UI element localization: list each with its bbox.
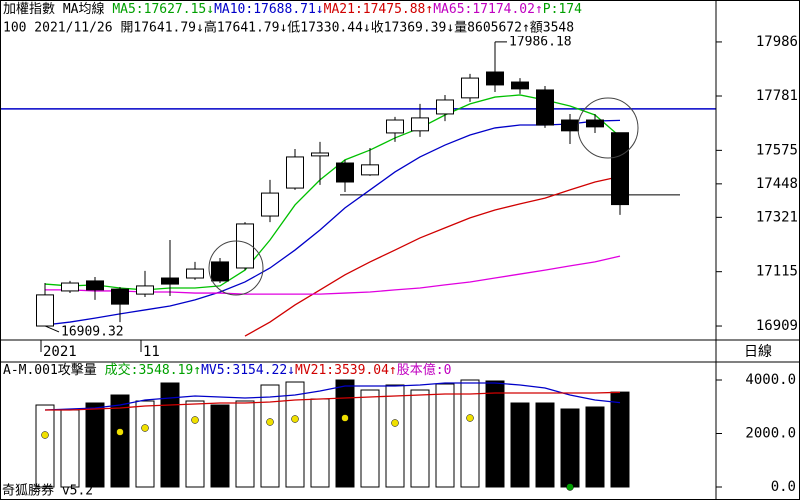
mv-line [45,391,621,411]
candle-body [36,294,54,327]
candle-body [311,152,329,157]
volume-bar [485,380,505,488]
volume-bar [610,391,630,488]
annotation-leader [44,325,60,333]
candle-body [536,89,554,126]
mv-line [44,382,621,411]
x-tick-label: 11 [143,344,160,360]
volume-bar [585,406,605,488]
volume-bar [560,408,580,488]
candle-body [286,156,304,189]
y-tick-label: 4000.0 [745,372,796,388]
candle-body [361,164,379,176]
volume-bar [160,382,180,488]
volume-bar [410,389,430,488]
volume-bar [135,400,155,488]
candle-body [486,71,504,86]
period-label: 日線 [744,344,772,360]
signal-dot [291,415,299,423]
header-part: 股本億:0 [397,362,452,378]
y-tick-label: 0.0 [771,479,796,495]
y-tick-label: 17115 [756,264,798,280]
annotation: 17986.18 [509,34,572,49]
volume-bar [110,394,130,488]
candle-body [111,288,129,305]
y-tick-label: 17321 [756,209,798,225]
candle-body [86,280,104,291]
y-tick-label: 17781 [756,88,798,104]
volume-bar [360,389,380,488]
candle-body [161,277,179,285]
volume-bar [535,402,555,488]
y-tick-label: 16909 [756,318,798,334]
header-part: MV5:3154.22↓ [201,363,295,378]
signal-dot [266,418,274,426]
volume-bar [260,384,280,488]
signal-dot [116,428,124,436]
candle-body [386,119,404,134]
candle-body [61,282,79,292]
annotation: 16909.32 [61,324,124,339]
volume-bar [235,400,255,488]
signal-dot [466,414,474,422]
header-part: 成交:3548.19↑ [105,362,201,378]
signal-dot [141,424,149,432]
volume-bar [85,402,105,488]
y-tick-label: 17448 [756,176,798,192]
header-part: MV21:3539.04↑ [295,363,397,378]
candle-body [511,81,529,90]
candle-body [586,119,604,128]
volume-bar [460,379,480,488]
header-part: MA5:17627.15↓ [112,2,214,17]
candle-body [411,117,429,132]
volume-bar [510,402,530,488]
candle-body [336,162,354,183]
header: 加權指數 MA均線 MA5:17627.15↓MA10:17688.71↓MA2… [3,1,582,17]
volume-bar [185,400,205,488]
header-bg [0,0,716,36]
y-tick-label: 17575 [756,142,798,158]
candle-body [186,268,204,279]
candle-body [461,77,479,99]
header-part: MA10:17688.71↓ [214,2,324,17]
volume-bar [310,398,330,488]
highlight-circle [208,240,264,296]
volume-bar [210,404,230,488]
footer: 奇狐勝券 v5.2 [2,483,93,499]
y-tick-label: 17986 [756,34,798,50]
candle-body [436,99,454,115]
header-part: P:174 [543,2,582,17]
candle-body [261,192,279,217]
candle-body [136,285,154,295]
header-part: MA65:17174.02↑ [433,2,543,17]
header-part: MA21:17475.88↑ [324,2,434,17]
volume-bar [285,381,305,488]
volume-bar [35,404,55,488]
ma-line [244,175,621,337]
header: A-M.001攻擊量 成交:3548.19↑MV5:3154.22↓MV21:3… [3,362,451,378]
x-tick-label: 2021 [43,344,77,360]
header-bg [0,363,716,377]
volume-bar [60,409,80,488]
signal-dot [341,414,349,422]
volume-bar [335,379,355,488]
signal-dot [566,483,574,491]
signal-dot [391,419,399,427]
info-line: 100 2021/11/26 開17641.79↓高17641.79↓低1733… [3,20,574,36]
signal-dot [191,416,199,424]
highlight-circle [577,97,639,159]
ma-line [44,119,621,326]
volume-bar [435,383,455,488]
signal-dot [41,431,49,439]
volume-bar [385,384,405,488]
candle-body [211,261,229,282]
candle-body [236,223,254,269]
candle-body [561,119,579,132]
header-part: 加權指數 MA均線 [3,1,112,17]
header-part: A-M.001攻擊量 [3,362,105,378]
candle-body [611,132,629,206]
y-tick-label: 2000.0 [745,426,796,442]
